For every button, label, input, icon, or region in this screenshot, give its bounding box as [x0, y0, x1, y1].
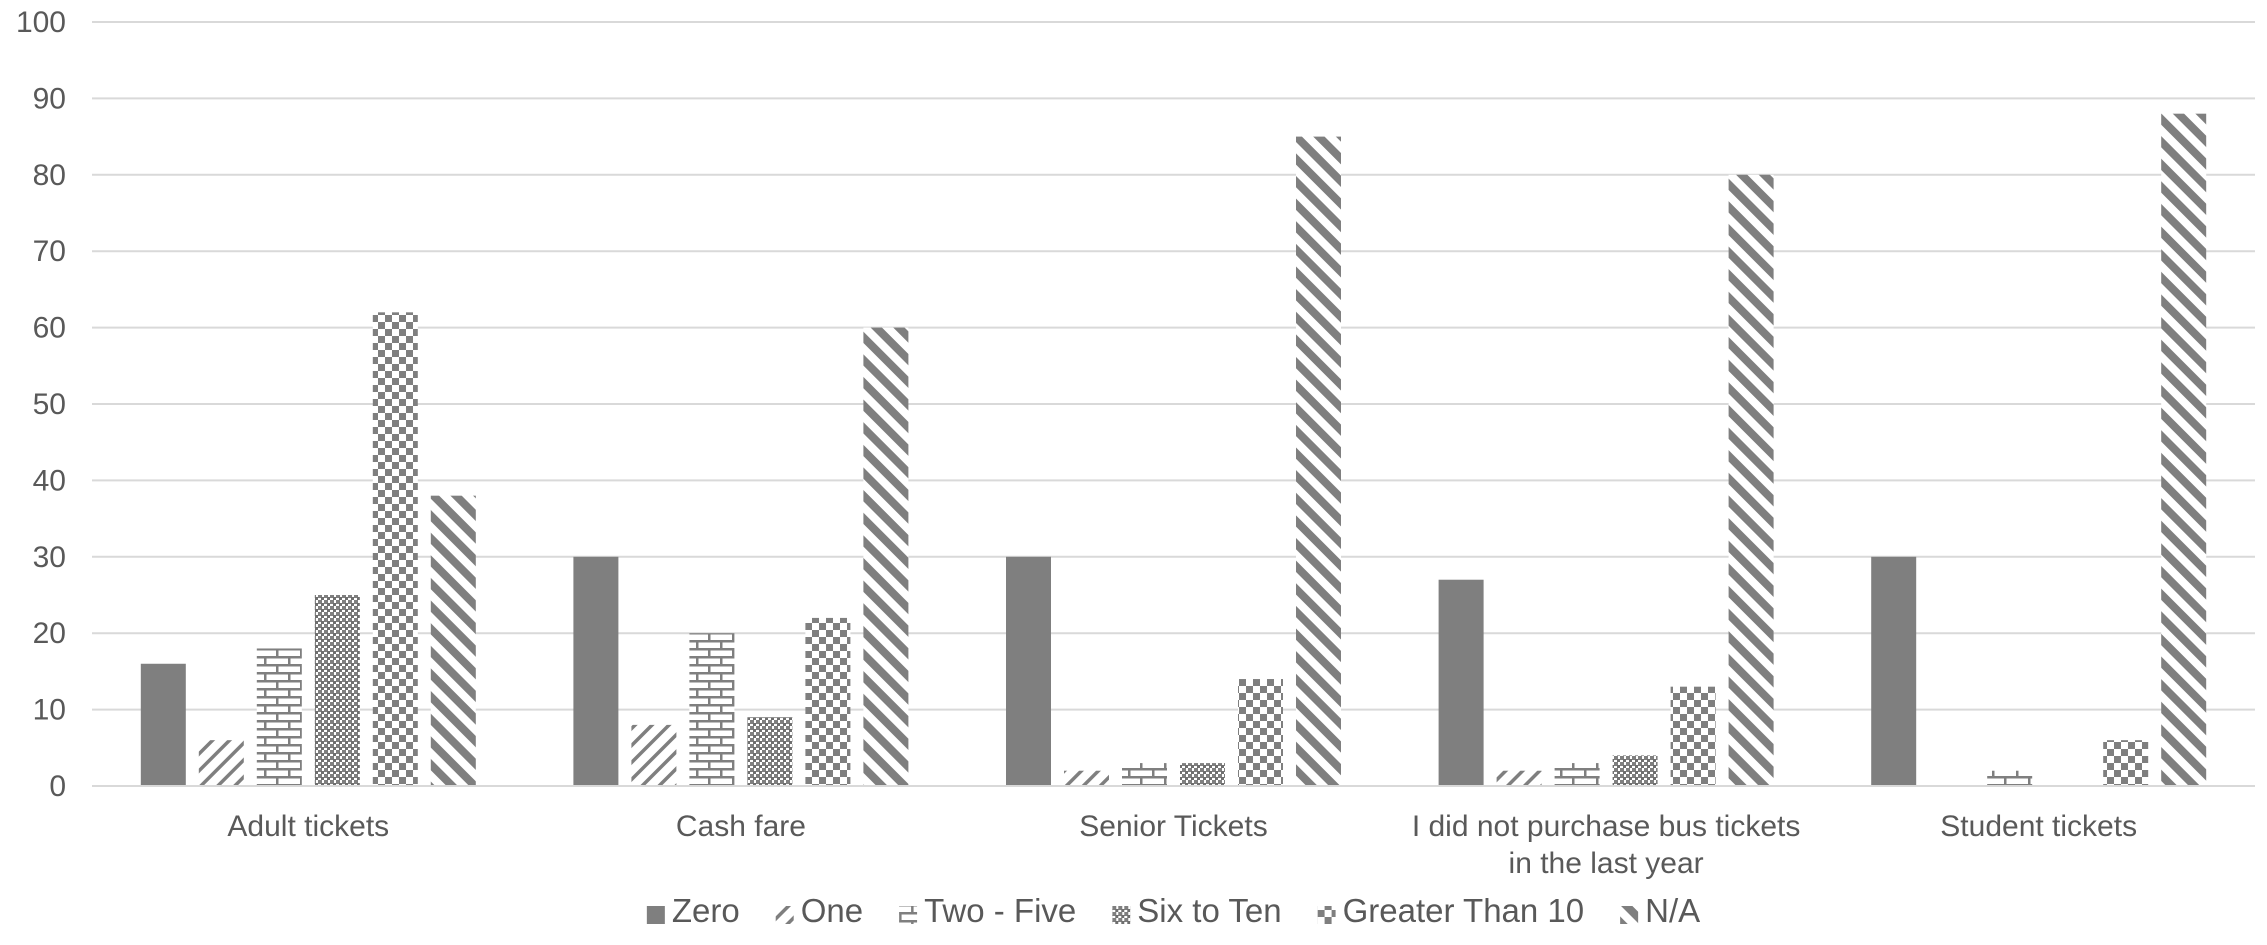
bar-zero-4	[1871, 556, 1917, 786]
category-label: in the last year	[1509, 847, 1704, 880]
legend: Zero One Two - Five Six to Ten Greater Than …	[646, 892, 1700, 929]
bar-greater-than-10-1	[805, 617, 851, 786]
bar-n-a-0	[430, 495, 476, 786]
category-label: Adult tickets	[227, 810, 389, 843]
bar-two-five-2	[1122, 763, 1167, 786]
category-label: Cash fare	[676, 810, 806, 843]
bars	[140, 113, 2207, 787]
bar-six-to-ten-3	[1612, 755, 1658, 786]
legend-item: Six to Ten	[1112, 892, 1282, 929]
legend-item: N/A	[1620, 892, 1700, 929]
bar-n-a-4	[2161, 113, 2207, 787]
bar-greater-than-10-4	[2103, 740, 2149, 786]
legend-swatch	[899, 906, 918, 924]
bar-greater-than-10-3	[1670, 686, 1716, 786]
y-tick-label: 70	[33, 235, 66, 268]
bar-six-to-ten-0	[314, 595, 360, 786]
bar-zero-3	[1438, 579, 1484, 786]
legend-item: Zero	[646, 892, 740, 929]
bar-two-five-4	[1987, 770, 2033, 786]
bar-two-five-0	[256, 648, 302, 786]
bar-n-a-1	[863, 327, 909, 786]
bar-one-1	[631, 724, 677, 786]
y-tick-label: 30	[33, 541, 66, 574]
legend-swatch	[1317, 906, 1336, 924]
bar-six-to-ten-2	[1180, 763, 1225, 786]
y-tick-label: 0	[49, 770, 66, 803]
legend-label: Two - Five	[924, 892, 1076, 929]
y-tick-label: 50	[33, 388, 66, 421]
bar-two-five-3	[1554, 763, 1600, 786]
bar-one-0	[198, 740, 244, 786]
bar-zero-1	[573, 556, 619, 786]
bar-n-a-3	[1728, 174, 1774, 787]
y-tick-label: 60	[33, 312, 66, 345]
legend-label: One	[801, 892, 863, 929]
bar-six-to-ten-1	[747, 717, 793, 786]
legend-item: One	[775, 892, 863, 929]
bar-greater-than-10-0	[372, 312, 418, 786]
y-tick-label: 100	[16, 6, 66, 39]
category-label: Student tickets	[1940, 810, 2137, 843]
bar-zero-2	[1006, 556, 1051, 786]
legend-label: Six to Ten	[1137, 892, 1281, 929]
legend-swatch	[646, 906, 665, 924]
y-axis-ticks: 0 10 20 30 40 50 60 70 80 90 100	[16, 6, 66, 803]
category-labels: Adult tickets Cash fare Senior Tickets I di…	[227, 810, 2137, 880]
bar-zero-0	[140, 663, 186, 786]
category-label: I did not purchase bus tickets	[1412, 810, 1801, 843]
bar-two-five-1	[689, 633, 735, 786]
bar-one-3	[1496, 770, 1542, 786]
bar-n-a-2	[1296, 136, 1341, 787]
legend-swatch	[775, 906, 794, 924]
legend-label: Zero	[672, 892, 740, 929]
legend-label: N/A	[1645, 892, 1700, 929]
bar-greater-than-10-2	[1238, 679, 1283, 786]
y-tick-label: 80	[33, 159, 66, 192]
bar-one-2	[1064, 770, 1109, 786]
legend-swatch	[1112, 906, 1131, 924]
y-tick-label: 90	[33, 82, 66, 115]
y-tick-label: 40	[33, 464, 66, 497]
category-label: Senior Tickets	[1079, 810, 1267, 843]
y-tick-label: 10	[33, 694, 66, 727]
y-tick-label: 20	[33, 617, 66, 650]
legend-label: Greater Than 10	[1343, 892, 1585, 929]
legend-swatch	[1620, 906, 1639, 924]
legend-item: Two - Five	[899, 892, 1076, 929]
legend-item: Greater Than 10	[1317, 892, 1585, 929]
